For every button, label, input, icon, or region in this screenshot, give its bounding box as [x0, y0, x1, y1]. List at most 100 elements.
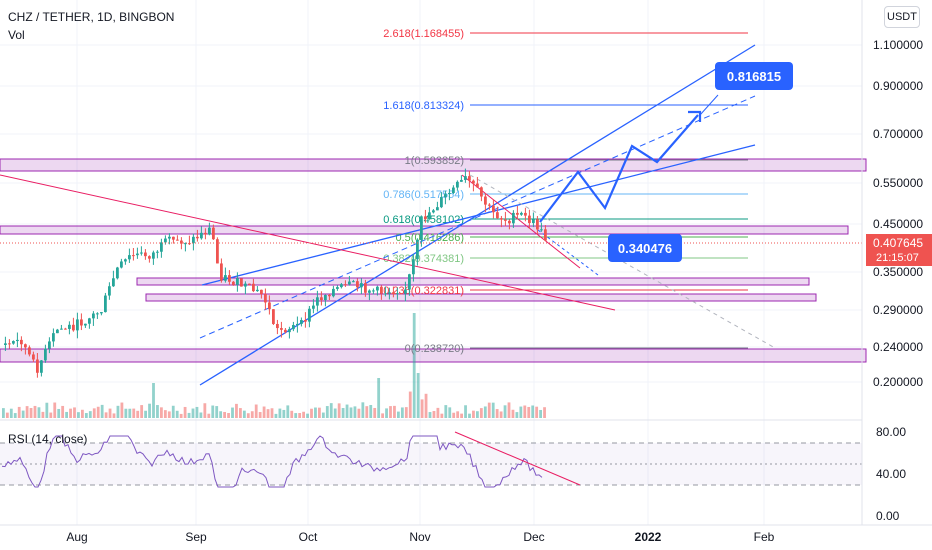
candle — [348, 281, 351, 285]
candle — [416, 239, 419, 260]
volume-bar — [73, 407, 76, 418]
candle — [440, 197, 443, 208]
candle — [64, 328, 67, 330]
fib-label: 0.236(0.322831) — [383, 285, 464, 297]
candle — [96, 313, 99, 315]
candle — [428, 212, 431, 220]
candle — [136, 253, 139, 256]
candle — [444, 194, 447, 198]
volume-bar — [116, 405, 120, 418]
candle — [256, 289, 259, 292]
candle — [176, 239, 179, 241]
zone-rect — [145, 293, 817, 302]
volume-bar — [310, 408, 313, 418]
candle — [544, 229, 547, 241]
volume-bar — [84, 413, 88, 418]
candle — [272, 309, 275, 324]
volume-bar — [262, 406, 266, 418]
candle — [496, 212, 499, 219]
volume-bar — [41, 411, 45, 418]
volume-bar — [448, 407, 452, 418]
volume-bar — [539, 409, 542, 418]
candle — [232, 281, 235, 285]
volume-bar — [17, 406, 21, 418]
candle — [492, 205, 495, 213]
volume-bar — [400, 407, 404, 418]
volume-bar — [246, 413, 250, 418]
candle — [460, 179, 463, 182]
currency-button[interactable]: USDT — [884, 6, 920, 28]
rsi-pane: 80.00 40.00 0.00 — [0, 425, 906, 523]
arrow-head — [688, 110, 702, 122]
candle — [332, 288, 335, 297]
fib-label: 1.618(0.813324) — [383, 100, 464, 112]
candle — [404, 289, 407, 294]
candle — [104, 295, 107, 313]
candle — [92, 313, 95, 319]
candle — [240, 278, 243, 287]
volume-bar — [345, 404, 349, 418]
volume-bar — [381, 413, 384, 418]
candle — [468, 176, 471, 181]
volume-bar — [124, 408, 128, 418]
volume-bars — [2, 313, 546, 418]
volume-bar — [349, 407, 353, 418]
candle — [88, 318, 91, 324]
candle — [160, 242, 163, 252]
volume-bar — [167, 411, 171, 418]
price-tick: 0.350000 — [873, 265, 923, 279]
volume-bar — [511, 409, 515, 418]
candle — [8, 343, 11, 345]
candle — [364, 283, 367, 293]
channel-lower — [201, 144, 756, 286]
candle — [276, 323, 279, 329]
volume-bar — [306, 413, 309, 418]
candle — [200, 232, 203, 239]
rsi-tick: 80.00 — [876, 425, 906, 439]
volume-bar — [333, 408, 337, 418]
volume-bar — [468, 413, 471, 418]
volume-bar — [100, 404, 104, 418]
volume-bar — [120, 402, 124, 418]
rsi-line — [1, 435, 543, 488]
volume-bar — [254, 404, 258, 418]
time-tick: 2022 — [635, 530, 662, 544]
candle — [144, 252, 147, 257]
volume-bar — [373, 407, 377, 418]
volume-bar — [140, 405, 144, 418]
price-tick: 0.450000 — [873, 217, 923, 231]
volume-bar — [242, 410, 246, 418]
candle — [116, 267, 119, 279]
candle — [376, 286, 379, 291]
candle — [124, 259, 127, 262]
volume-bar — [104, 412, 108, 418]
volume-bar — [404, 407, 408, 418]
low-leader — [537, 229, 599, 276]
candle — [216, 239, 219, 264]
volume-bar — [203, 403, 207, 418]
volume-bar — [191, 408, 195, 418]
support-resistance-zones — [0, 158, 867, 363]
volume-bar — [464, 405, 467, 418]
fib-label: 0.382(0.374381) — [383, 253, 464, 265]
candle — [140, 252, 143, 254]
high-leader — [699, 94, 719, 116]
volume-bar — [235, 403, 238, 418]
volume-bar — [81, 409, 84, 418]
volume-bar — [460, 413, 463, 418]
candle — [152, 252, 155, 259]
volume-bar — [432, 410, 436, 418]
time-tick: Aug — [66, 530, 87, 544]
candle — [252, 283, 255, 292]
candle — [52, 333, 55, 342]
current-price-badge — [866, 234, 932, 266]
volume-bar — [195, 406, 199, 418]
candle — [16, 339, 19, 342]
candle — [400, 293, 403, 295]
volume-bar — [219, 411, 223, 418]
volume-bar — [416, 373, 420, 418]
volume-bar — [250, 411, 254, 418]
candle — [192, 236, 195, 244]
candle — [312, 305, 315, 309]
